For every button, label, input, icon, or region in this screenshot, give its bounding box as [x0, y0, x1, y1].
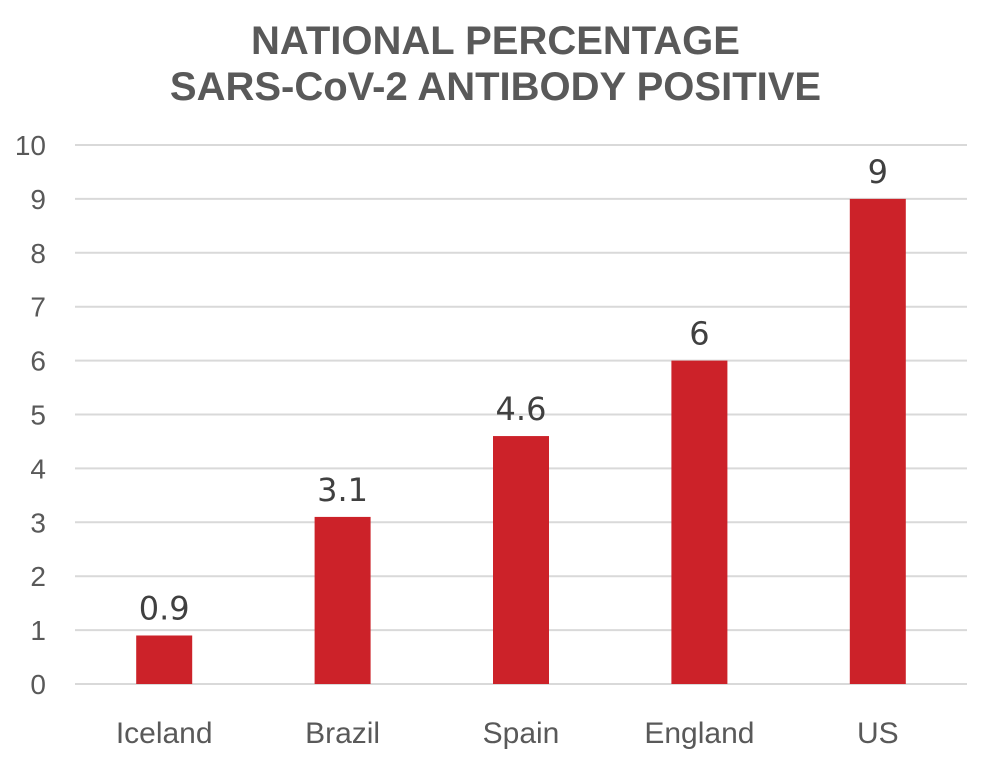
x-tick-label-us: US	[857, 717, 899, 750]
bar-brazil	[314, 516, 371, 684]
data-labels: 0.9 3.1 4.6 6 9	[139, 153, 888, 628]
data-label-england: 6	[689, 315, 709, 353]
y-tick-label: 3	[30, 507, 46, 538]
data-label-us: 9	[868, 153, 888, 191]
y-tick-label: 9	[30, 184, 46, 215]
x-tick-label-brazil: Brazil	[305, 717, 380, 750]
data-label-spain: 4.6	[496, 390, 547, 428]
gridlines	[75, 144, 967, 685]
y-tick-label: 1	[30, 615, 46, 646]
y-tick-label: 2	[30, 561, 46, 592]
x-tick-label-iceland: Iceland	[116, 717, 213, 750]
y-tick-label: 10	[15, 130, 46, 161]
y-tick-label: 5	[30, 400, 46, 431]
data-label-brazil: 3.1	[317, 471, 368, 509]
bar-spain	[493, 436, 549, 684]
y-axis: 0 1 2 3 4 5 6 7 8 9 10	[15, 130, 46, 700]
y-tick-label: 7	[30, 292, 46, 323]
bars	[136, 198, 906, 684]
y-tick-label: 0	[30, 669, 46, 700]
y-tick-label: 4	[30, 453, 46, 484]
data-label-iceland: 0.9	[139, 589, 190, 627]
x-tick-label-spain: Spain	[483, 717, 560, 750]
x-axis: Iceland Brazil Spain England US	[116, 717, 899, 750]
y-tick-label: 8	[30, 238, 46, 269]
x-tick-label-england: England	[644, 717, 754, 750]
chart-title-line-1: NATIONAL PERCENTAGE	[251, 19, 740, 63]
y-tick-label: 6	[30, 346, 46, 377]
bar-us	[849, 198, 906, 684]
bar-england	[671, 360, 728, 684]
bar-iceland	[136, 635, 193, 684]
chart-title-line-2: SARS-CoV-2 ANTIBODY POSITIVE	[169, 65, 822, 109]
chart-title: NATIONAL PERCENTAGE SARS-CoV-2 ANTIBODY …	[0, 18, 991, 110]
